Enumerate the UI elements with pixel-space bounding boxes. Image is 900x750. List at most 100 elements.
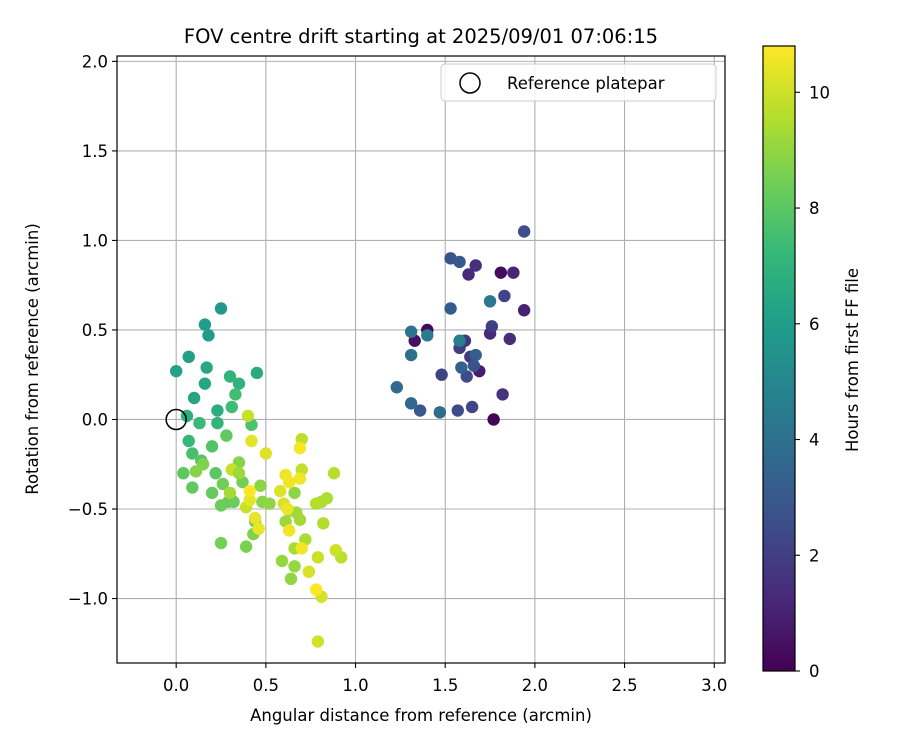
data-point	[494, 266, 508, 279]
data-points	[169, 225, 531, 648]
data-point	[404, 397, 418, 410]
x-tick-label: 0.5	[253, 676, 279, 695]
data-point	[263, 497, 276, 510]
chart-title: FOV centre drift starting at 2025/09/01 …	[184, 25, 658, 48]
data-point	[413, 404, 427, 417]
data-point	[198, 377, 212, 390]
y-tick-label: 1.0	[82, 231, 108, 250]
data-point	[282, 524, 296, 537]
data-point	[198, 318, 212, 331]
data-point	[496, 388, 509, 401]
reference-point-marker	[165, 408, 187, 431]
data-point	[239, 540, 253, 553]
data-point	[229, 388, 242, 401]
data-point	[498, 289, 511, 303]
x-tick-label: 3.0	[701, 676, 727, 695]
data-point	[274, 484, 287, 498]
colorbar-ticks: 0 2 4 6 8 10	[795, 83, 830, 681]
data-point	[460, 370, 473, 383]
data-point	[433, 406, 447, 419]
data-point	[216, 477, 230, 491]
data-point	[220, 429, 233, 442]
data-point	[517, 304, 531, 317]
data-point	[209, 467, 222, 480]
data-point	[214, 536, 228, 550]
data-point	[275, 554, 289, 568]
plot-frame	[116, 55, 726, 664]
data-point	[214, 499, 228, 512]
data-point	[390, 381, 403, 394]
data-point	[211, 404, 224, 417]
data-point	[281, 502, 294, 516]
data-point	[451, 404, 464, 417]
data-point	[259, 447, 273, 460]
data-point	[404, 348, 418, 362]
data-point	[483, 295, 497, 308]
data-point	[309, 497, 323, 510]
data-point	[293, 472, 307, 485]
data-point	[317, 517, 330, 530]
data-point	[189, 465, 203, 478]
data-point	[453, 334, 466, 347]
data-point	[205, 486, 219, 500]
colorbar-tick-label: 10	[809, 83, 830, 102]
data-point	[469, 259, 482, 272]
legend-box	[440, 63, 717, 102]
data-point	[186, 447, 199, 460]
data-point	[288, 560, 301, 573]
x-tick-label: 1.0	[342, 676, 368, 695]
data-point	[469, 348, 482, 362]
data-point	[311, 635, 325, 648]
data-point	[250, 366, 264, 380]
colorbar-label: Hours from first FF file	[843, 268, 862, 452]
data-point	[293, 513, 307, 526]
data-point	[320, 492, 334, 505]
colorbar	[762, 45, 796, 672]
data-point	[182, 434, 195, 448]
colorbar-tick-label: 4	[809, 431, 820, 450]
data-point	[404, 325, 418, 338]
data-point	[284, 572, 298, 586]
data-point	[223, 370, 237, 383]
y-tick-label: 2.0	[82, 52, 108, 71]
data-point	[182, 350, 195, 364]
data-point	[462, 268, 475, 281]
colorbar-tick-label: 2	[809, 546, 820, 565]
data-point	[444, 302, 457, 315]
data-point	[177, 467, 190, 480]
data-point	[295, 542, 308, 555]
data-point	[232, 467, 246, 480]
data-point	[453, 255, 466, 269]
data-point	[169, 364, 183, 378]
data-point	[485, 320, 499, 333]
data-point	[202, 329, 215, 342]
data-point	[327, 467, 341, 480]
data-point	[254, 479, 267, 492]
data-point	[248, 511, 262, 525]
data-point	[288, 486, 301, 500]
x-tick-label: 2.5	[611, 676, 637, 695]
data-point	[211, 416, 224, 430]
y-tick-label: 1.5	[82, 142, 108, 161]
data-point	[329, 543, 343, 557]
x-tick-label: 0.0	[163, 676, 189, 695]
data-point	[245, 434, 258, 448]
data-point	[311, 551, 325, 564]
data-point	[503, 332, 516, 346]
data-point	[302, 565, 316, 578]
colorbar-tick-label: 0	[809, 662, 820, 681]
data-point	[200, 361, 213, 374]
y-axis-label: Rotation from reference (arcmin)	[23, 223, 42, 495]
data-point	[487, 413, 500, 426]
y-tick-label: 0.5	[82, 321, 108, 340]
data-point	[193, 416, 206, 430]
data-point	[252, 522, 265, 535]
colorbar-tick-label: 6	[809, 315, 820, 334]
data-point	[232, 377, 246, 390]
y-tick-label: −1.0	[68, 590, 108, 609]
data-point	[467, 359, 481, 372]
y-axis-ticks: −1.0 −0.5 0.0 0.5 1.0 1.5 2.0	[68, 52, 117, 609]
data-point	[309, 583, 323, 596]
